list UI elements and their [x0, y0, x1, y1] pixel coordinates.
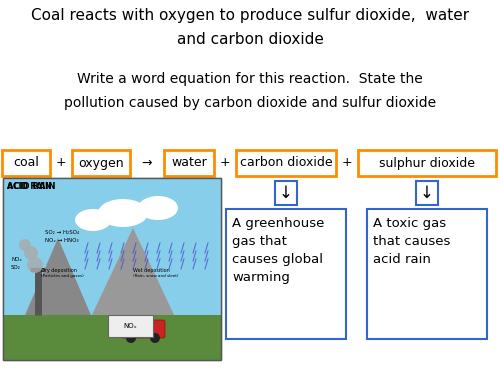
Bar [2, 150, 50, 176]
Text: Coal reacts with oxygen to produce sulfur dioxide,  water: Coal reacts with oxygen to produce sulfu… [31, 8, 469, 23]
Bar [367, 209, 487, 339]
Text: (Particles and gases): (Particles and gases) [41, 274, 84, 278]
Text: NOₓ: NOₓ [11, 257, 22, 262]
Text: +: + [56, 156, 66, 170]
Text: Wet deposition: Wet deposition [133, 268, 170, 273]
Text: ACID RAIN: ACID RAIN [7, 182, 56, 191]
Text: A toxic gas
that causes
acid rain: A toxic gas that causes acid rain [373, 217, 450, 266]
Text: SO₂ → H₂SO₄: SO₂ → H₂SO₄ [45, 230, 79, 235]
Bar [358, 150, 496, 176]
Text: Dry deposition: Dry deposition [41, 268, 77, 273]
Bar [3, 178, 221, 360]
Ellipse shape [75, 209, 111, 231]
Text: ↓: ↓ [279, 184, 293, 202]
Text: →: → [142, 156, 152, 170]
Circle shape [150, 333, 160, 343]
Text: oxygen: oxygen [78, 156, 124, 170]
Bar [226, 209, 346, 339]
Text: +: + [342, 156, 352, 170]
Text: coal: coal [13, 156, 39, 170]
Text: ↓: ↓ [420, 184, 434, 202]
Text: sulphur dioxide: sulphur dioxide [379, 156, 475, 170]
Text: Write a word equation for this reaction.  State the: Write a word equation for this reaction.… [77, 72, 423, 86]
Circle shape [24, 246, 38, 260]
Text: water: water [171, 156, 207, 170]
Text: pollution caused by carbon dioxide and sulfur dioxide: pollution caused by carbon dioxide and s… [64, 96, 436, 110]
Polygon shape [73, 228, 193, 355]
Bar [108, 315, 153, 337]
Bar [72, 150, 130, 176]
Text: A greenhouse
gas that
causes global
warming: A greenhouse gas that causes global warm… [232, 217, 324, 284]
Polygon shape [8, 238, 108, 355]
Bar [164, 150, 214, 176]
Bar [275, 181, 297, 205]
Ellipse shape [138, 196, 178, 220]
Bar [416, 181, 438, 205]
Circle shape [19, 239, 31, 251]
Text: NOₓ: NOₓ [123, 323, 137, 329]
Bar [3, 315, 221, 360]
Text: (Rain, snow and sleet): (Rain, snow and sleet) [133, 274, 178, 278]
Text: +: + [220, 156, 230, 170]
Text: and carbon dioxide: and carbon dioxide [176, 32, 324, 47]
Bar [3, 178, 221, 360]
Ellipse shape [98, 199, 148, 227]
Text: NOₓ → HNO₃: NOₓ → HNO₃ [45, 238, 79, 243]
Circle shape [27, 257, 43, 273]
Bar [3, 178, 221, 360]
Text: carbon dioxide: carbon dioxide [240, 156, 332, 170]
Text: ACID RAIN: ACID RAIN [7, 182, 52, 191]
Circle shape [126, 333, 136, 343]
Bar [236, 150, 336, 176]
FancyBboxPatch shape [121, 320, 165, 338]
Text: SO₂: SO₂ [11, 265, 21, 270]
